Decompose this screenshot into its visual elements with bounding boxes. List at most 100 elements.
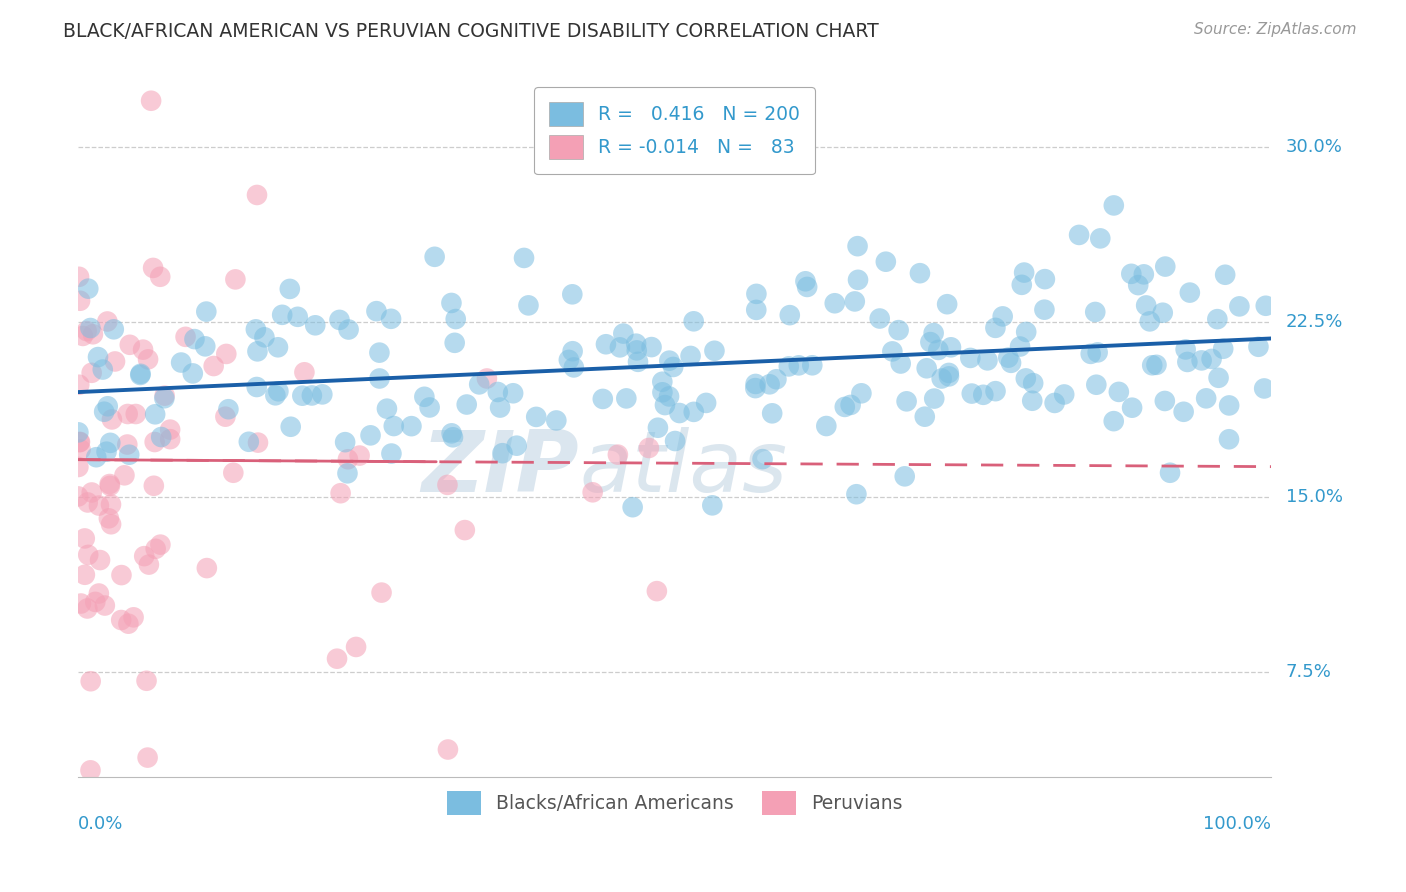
Point bbox=[456, 397, 478, 411]
Point bbox=[183, 332, 205, 346]
Point bbox=[159, 432, 181, 446]
Point bbox=[139, 94, 162, 108]
Point bbox=[136, 352, 159, 367]
Point bbox=[101, 412, 124, 426]
Point bbox=[844, 294, 866, 309]
Point bbox=[238, 434, 260, 449]
Point bbox=[627, 355, 650, 369]
Point bbox=[751, 452, 773, 467]
Point bbox=[1080, 347, 1102, 361]
Point bbox=[117, 407, 139, 421]
Point bbox=[149, 269, 172, 284]
Point bbox=[117, 437, 139, 451]
Point bbox=[1087, 345, 1109, 359]
Point bbox=[159, 423, 181, 437]
Point bbox=[1033, 272, 1056, 286]
Point bbox=[976, 353, 998, 368]
Point bbox=[73, 532, 96, 546]
Point bbox=[561, 344, 583, 359]
Point bbox=[1173, 405, 1195, 419]
Point bbox=[1135, 298, 1157, 312]
Point bbox=[264, 388, 287, 402]
Point bbox=[1178, 285, 1201, 300]
Point bbox=[703, 343, 725, 358]
Point bbox=[368, 345, 391, 359]
Point bbox=[939, 340, 962, 354]
Point bbox=[444, 312, 467, 326]
Text: atlas: atlas bbox=[579, 427, 787, 510]
Point bbox=[668, 406, 690, 420]
Point bbox=[368, 371, 391, 385]
Point bbox=[202, 359, 225, 373]
Point bbox=[87, 350, 110, 364]
Point bbox=[745, 286, 768, 301]
Point bbox=[110, 613, 132, 627]
Point bbox=[100, 498, 122, 512]
Point bbox=[245, 322, 267, 336]
Point bbox=[1022, 376, 1045, 391]
Point bbox=[984, 321, 1007, 335]
Point bbox=[486, 384, 509, 399]
Point bbox=[938, 369, 960, 384]
Point bbox=[972, 388, 994, 402]
Point bbox=[614, 392, 637, 406]
Point bbox=[366, 304, 388, 318]
Point bbox=[1012, 266, 1035, 280]
Point bbox=[1247, 340, 1270, 354]
Point bbox=[70, 597, 93, 611]
Point bbox=[936, 297, 959, 311]
Point bbox=[82, 327, 104, 342]
Point bbox=[104, 354, 127, 368]
Point bbox=[1174, 343, 1197, 357]
Point bbox=[170, 355, 193, 369]
Point bbox=[839, 398, 862, 412]
Point bbox=[1253, 381, 1275, 395]
Point bbox=[333, 435, 356, 450]
Point bbox=[984, 384, 1007, 399]
Point bbox=[927, 343, 949, 357]
Point bbox=[991, 310, 1014, 324]
Point bbox=[931, 371, 953, 385]
Point bbox=[1084, 305, 1107, 319]
Point bbox=[1254, 299, 1277, 313]
Point bbox=[702, 499, 724, 513]
Point bbox=[761, 406, 783, 420]
Point bbox=[110, 568, 132, 582]
Point bbox=[1015, 325, 1038, 339]
Point bbox=[682, 314, 704, 328]
Point bbox=[132, 343, 155, 357]
Point bbox=[815, 419, 838, 434]
Point bbox=[413, 390, 436, 404]
Point bbox=[87, 586, 110, 600]
Point bbox=[311, 387, 333, 401]
Point bbox=[1142, 359, 1164, 373]
Point bbox=[98, 435, 121, 450]
Point bbox=[612, 326, 634, 341]
Point bbox=[67, 269, 90, 284]
Text: Source: ZipAtlas.com: Source: ZipAtlas.com bbox=[1194, 22, 1357, 37]
Point bbox=[79, 764, 101, 778]
Point bbox=[114, 468, 136, 483]
Point bbox=[375, 401, 398, 416]
Point bbox=[896, 394, 918, 409]
Point bbox=[582, 485, 605, 500]
Text: 22.5%: 22.5% bbox=[1285, 313, 1343, 331]
Point bbox=[328, 313, 350, 327]
Point bbox=[1015, 371, 1038, 385]
Point bbox=[401, 419, 423, 434]
Point bbox=[890, 357, 912, 371]
Point bbox=[326, 651, 349, 665]
Point bbox=[118, 338, 141, 352]
Point bbox=[222, 466, 245, 480]
Point bbox=[382, 419, 405, 434]
Point bbox=[1021, 393, 1043, 408]
Point bbox=[304, 318, 326, 333]
Point bbox=[1108, 384, 1130, 399]
Point bbox=[561, 287, 583, 301]
Point bbox=[423, 250, 446, 264]
Point bbox=[336, 467, 359, 481]
Point bbox=[1033, 302, 1056, 317]
Point bbox=[744, 381, 766, 395]
Point bbox=[524, 409, 547, 424]
Point bbox=[73, 567, 96, 582]
